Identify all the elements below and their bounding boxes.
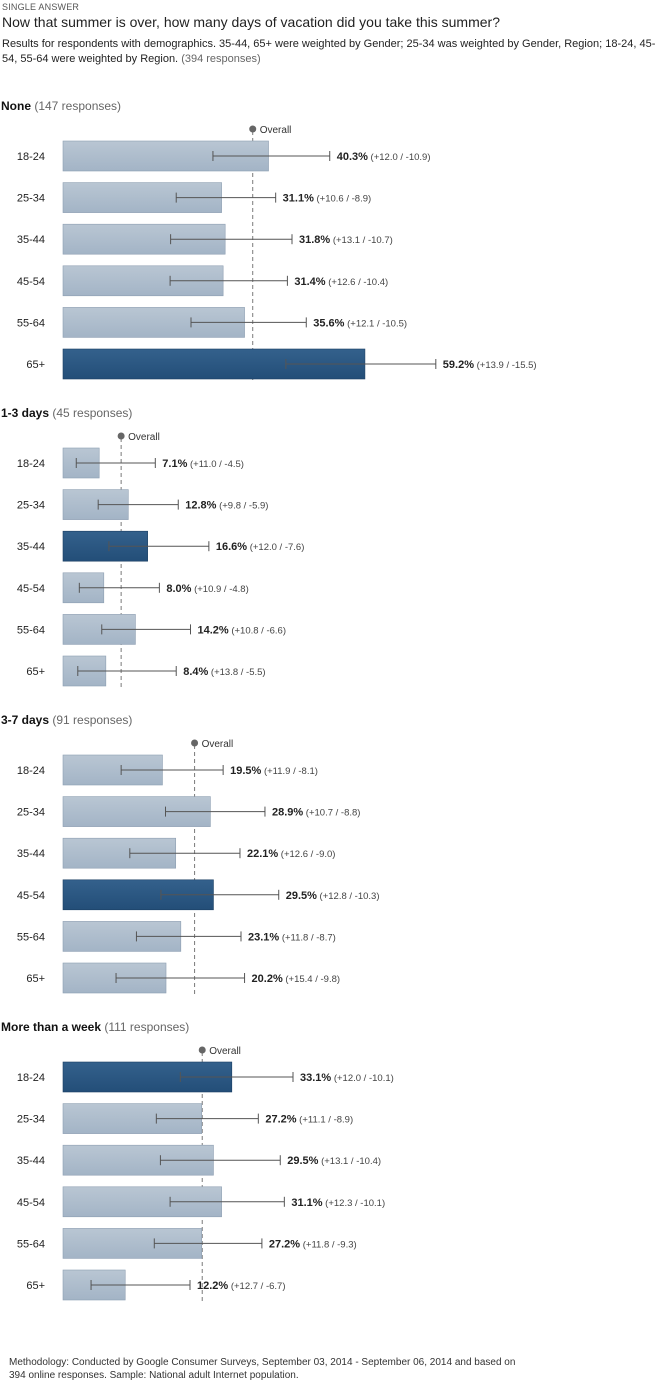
- category-label: 45-54: [17, 276, 45, 288]
- category-label: 55-64: [17, 624, 45, 636]
- question-type-label: SINGLE ANSWER: [2, 2, 80, 12]
- results-text: Results for respondents with demographic…: [2, 38, 656, 65]
- value-label: 22.1% (+12.6 / -9.0): [247, 848, 336, 860]
- value-label: 16.6% (+12.0 / -7.6): [216, 541, 304, 553]
- category-label: 18-24: [17, 458, 45, 470]
- overall-label: Overall: [260, 125, 292, 136]
- value-label: 7.1% (+11.0 / -4.5): [162, 458, 244, 470]
- category-label: 18-24: [17, 765, 45, 777]
- category-label: 45-54: [17, 890, 45, 902]
- value-label: 29.5% (+12.8 / -10.3): [286, 890, 380, 902]
- group-title-none: None (147 responses): [1, 99, 121, 113]
- category-label: 35-44: [17, 234, 45, 246]
- vacation-days-chart: None (147 responses) Overall 18-24 40.3% (+…: [1, 99, 537, 1302]
- group-title-3-7-days: 3-7 days (91 responses): [1, 713, 132, 727]
- results-responses: (394 responses): [181, 53, 261, 65]
- header: SINGLE ANSWER Now that summer is over, h…: [2, 0, 657, 67]
- category-label: 18-24: [17, 151, 45, 163]
- value-label: 19.5% (+11.9 / -8.1): [230, 765, 318, 777]
- category-label: 65+: [26, 359, 45, 371]
- value-label: 59.2% (+13.9 / -15.5): [443, 359, 537, 371]
- value-label: 40.3% (+12.0 / -10.9): [337, 151, 431, 163]
- overall-marker: [198, 1046, 206, 1054]
- value-label: 12.8% (+9.8 / -5.9): [185, 500, 268, 512]
- value-label: 8.0% (+10.9 / -4.8): [166, 583, 248, 595]
- value-label: 14.2% (+10.8 / -6.6): [198, 624, 287, 636]
- results-description: Results for respondents with demographic…: [2, 37, 657, 67]
- value-label: 27.2% (+11.8 / -9.3): [269, 1238, 357, 1250]
- category-label: 55-64: [17, 1238, 45, 1250]
- group-title-1-3-days: 1-3 days (45 responses): [1, 406, 132, 420]
- category-label: 35-44: [17, 848, 45, 860]
- category-label: 55-64: [17, 317, 45, 329]
- value-label: 31.1% (+12.3 / -10.1): [291, 1197, 385, 1209]
- question-title: Now that summer is over, how many days o…: [2, 14, 500, 30]
- value-label: 29.5% (+13.1 / -10.4): [287, 1155, 381, 1167]
- category-label: 18-24: [17, 1072, 45, 1084]
- overall-label: Overall: [209, 1046, 241, 1057]
- overall-label: Overall: [202, 739, 234, 750]
- value-label: 8.4% (+13.8 / -5.5): [183, 666, 265, 678]
- value-label: 35.6% (+12.1 / -10.5): [313, 317, 407, 329]
- value-label: 28.9% (+10.7 / -8.8): [272, 807, 361, 819]
- value-label: 12.2% (+12.7 / -6.7): [197, 1280, 285, 1292]
- category-label: 25-34: [17, 193, 45, 205]
- category-label: 25-34: [17, 1114, 45, 1126]
- overall-marker: [191, 739, 199, 747]
- value-label: 31.8% (+13.1 / -10.7): [299, 234, 393, 246]
- category-label: 25-34: [17, 807, 45, 819]
- category-label: 45-54: [17, 583, 45, 595]
- methodology-footer: Methodology: Conducted by Google Consume…: [9, 1357, 516, 1381]
- category-label: 65+: [26, 1280, 45, 1292]
- value-label: 27.2% (+11.1 / -8.9): [265, 1114, 353, 1126]
- value-label: 31.4% (+12.6 / -10.4): [294, 276, 388, 288]
- category-label: 25-34: [17, 500, 45, 512]
- overall-marker: [249, 125, 257, 133]
- category-label: 65+: [26, 973, 45, 985]
- overall-label: Overall: [128, 432, 160, 443]
- group-title-more-than-a-week: More than a week (111 responses): [1, 1020, 189, 1034]
- category-label: 65+: [26, 666, 45, 678]
- value-label: 20.2% (+15.4 / -9.8): [252, 973, 341, 985]
- overall-marker: [117, 432, 125, 440]
- category-label: 35-44: [17, 541, 45, 553]
- value-label: 33.1% (+12.0 / -10.1): [300, 1072, 394, 1084]
- category-label: 55-64: [17, 931, 45, 943]
- category-label: 35-44: [17, 1155, 45, 1167]
- value-label: 31.1% (+10.6 / -8.9): [283, 193, 372, 205]
- value-label: 23.1% (+11.8 / -8.7): [248, 931, 336, 943]
- category-label: 45-54: [17, 1197, 45, 1209]
- bar: [62, 1061, 233, 1093]
